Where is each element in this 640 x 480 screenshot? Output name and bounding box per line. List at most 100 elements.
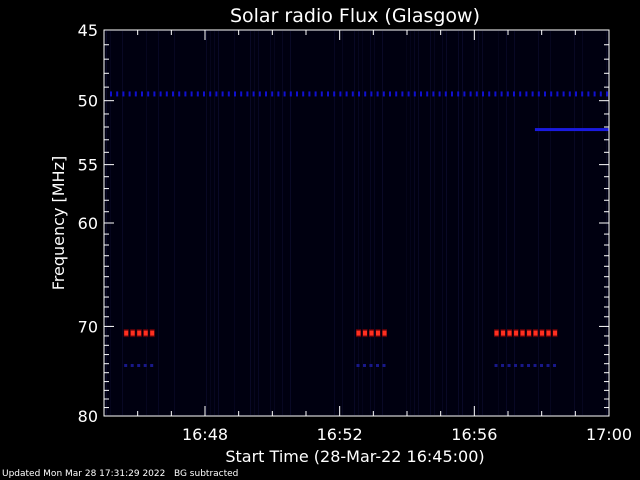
burst-dot <box>540 330 545 336</box>
noise-column <box>442 31 443 415</box>
band-dot <box>128 91 131 97</box>
band-dot <box>258 91 261 97</box>
band-dot <box>240 91 243 97</box>
burst-dot <box>130 330 135 336</box>
band-dot <box>246 91 249 97</box>
band-dot <box>141 91 143 97</box>
band-dot <box>271 91 274 97</box>
burst-dot <box>546 330 551 336</box>
band-dot <box>190 91 193 97</box>
band-dot <box>562 91 565 97</box>
noise-column <box>550 31 551 415</box>
y-axis-label: Frequency [MHz] <box>49 156 68 290</box>
x-tick-label: 16:56 <box>451 425 497 444</box>
faint-dot <box>494 364 498 368</box>
noise-column <box>206 31 207 415</box>
band-dot <box>519 91 522 97</box>
noise-column <box>234 31 235 415</box>
noise-column <box>174 31 175 415</box>
noise-column <box>258 31 259 415</box>
band-dot <box>451 91 453 97</box>
noise-column <box>146 31 147 415</box>
noise-column <box>382 31 383 415</box>
band-dot <box>494 91 497 97</box>
faint-dot <box>507 364 511 368</box>
faint-dot <box>369 364 373 368</box>
burst-dot <box>376 330 380 336</box>
band-dot <box>320 91 323 97</box>
burst-dot <box>514 330 519 336</box>
band-dot <box>296 91 298 97</box>
burst-dot <box>520 330 525 336</box>
footer: Updated Mon Mar 28 17:31:29 2022 BG subt… <box>2 469 238 479</box>
noise-column <box>358 31 359 415</box>
noise-column <box>430 31 431 415</box>
x-tick-label: 16:52 <box>317 425 363 444</box>
faint-dot <box>546 364 550 368</box>
band-dot <box>395 91 398 97</box>
band-dot <box>407 91 410 97</box>
band-dot <box>172 91 174 97</box>
band-dot <box>581 91 584 97</box>
band-dot <box>444 91 447 97</box>
noise-column <box>342 31 343 415</box>
faint-dot <box>501 364 505 368</box>
band-dot <box>568 91 571 97</box>
band-dot <box>525 91 528 97</box>
x-tick-label: 16:48 <box>182 425 228 444</box>
noise-column <box>418 31 419 415</box>
band-dot <box>438 91 441 97</box>
burst-dot <box>150 330 155 336</box>
burst-dot <box>143 330 148 336</box>
band-dot <box>178 91 181 97</box>
burst-dot <box>382 330 387 336</box>
band-dot <box>134 91 137 97</box>
noise-column <box>374 31 375 415</box>
band-dot <box>420 91 422 97</box>
band-dot <box>556 91 559 97</box>
band-dot <box>147 91 150 97</box>
faint-dot <box>124 364 128 368</box>
noise-column <box>370 31 371 415</box>
noise-column <box>282 31 283 415</box>
noise-column <box>410 31 411 415</box>
band-dot <box>184 91 187 97</box>
burst-dot <box>363 330 367 336</box>
burst-dot <box>124 330 129 336</box>
band-dot <box>234 91 236 97</box>
burst-dot <box>527 330 532 336</box>
band-dot <box>289 91 292 97</box>
band-dot <box>376 91 379 97</box>
noise-column <box>254 31 255 415</box>
band-dot <box>221 91 224 97</box>
noise-column <box>122 31 123 415</box>
x-axis-label: Start Time (28-Mar-22 16:45:00) <box>225 447 484 466</box>
x-tick-label: 17:00 <box>586 425 632 444</box>
footer-note: BG subtracted <box>173 469 239 479</box>
noise-column <box>218 31 219 415</box>
band-dot <box>159 91 162 97</box>
band-dot <box>500 91 503 97</box>
faint-dot <box>540 364 544 368</box>
faint-dot <box>137 364 141 368</box>
noise-texture <box>106 31 607 415</box>
y-tick-label: 80 <box>78 407 98 426</box>
faint-dot <box>520 364 524 368</box>
band-dot <box>370 91 373 97</box>
emission-features <box>110 91 609 368</box>
band-dot <box>469 91 472 97</box>
noise-column <box>482 31 483 415</box>
band-dot <box>587 91 590 97</box>
x-axis: 16:48 16:52 16:56 17:00 <box>103 30 632 444</box>
band-dot <box>475 91 478 97</box>
band-dot <box>463 91 466 97</box>
faint-dot <box>130 364 134 368</box>
band-dot <box>389 91 391 97</box>
band-dot <box>531 91 534 97</box>
burst-dot <box>494 330 499 336</box>
band-dot <box>203 91 205 97</box>
band-dot <box>227 91 230 97</box>
band-dot <box>314 91 317 97</box>
y-tick-label: 55 <box>78 156 98 175</box>
noise-column <box>446 31 447 415</box>
